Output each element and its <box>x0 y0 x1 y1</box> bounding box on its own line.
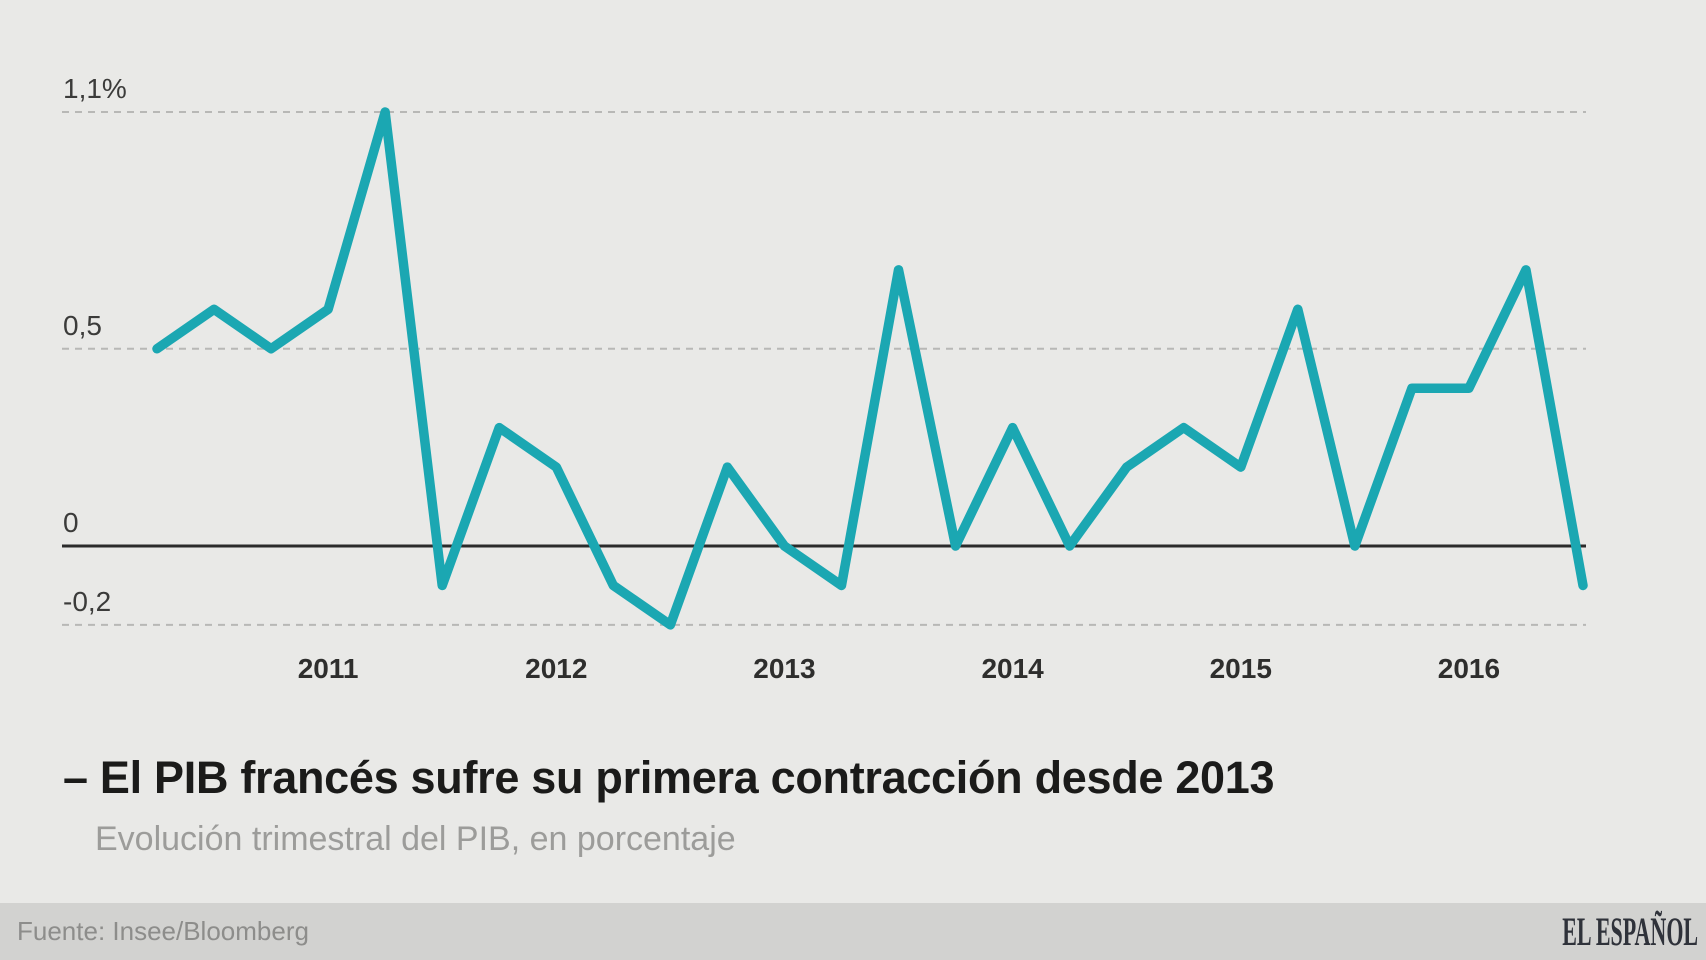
x-year-label: 2015 <box>1210 653 1272 684</box>
y-tick-label: 0,5 <box>63 310 102 341</box>
x-year-label: 2014 <box>981 653 1044 684</box>
source-text: Fuente: Insee/Bloomberg <box>17 916 309 946</box>
chart-title: – El PIB francés sufre su primera contra… <box>63 752 1275 803</box>
x-year-label: 2012 <box>525 653 587 684</box>
gdp-line <box>152 107 1588 630</box>
y-tick-label: 1,1% <box>63 73 127 104</box>
x-year-label: 2013 <box>753 653 815 684</box>
chart-subtitle: Evolución trimestral del PIB, en porcent… <box>95 820 736 858</box>
publisher-logo: EL ESPAÑOL <box>1562 909 1698 954</box>
y-tick-label: -0,2 <box>63 586 111 617</box>
x-year-label: 2011 <box>298 653 359 684</box>
x-year-label: 2016 <box>1438 653 1500 684</box>
y-tick-label: 0 <box>63 507 79 538</box>
gdp-line-chart: 1,1% 0,5 0 -0,2 2011 2012 2013 2014 2015 2016 <box>62 73 1588 684</box>
footer-bar: Fuente: Insee/Bloomberg EL ESPAÑOL <box>0 903 1706 960</box>
